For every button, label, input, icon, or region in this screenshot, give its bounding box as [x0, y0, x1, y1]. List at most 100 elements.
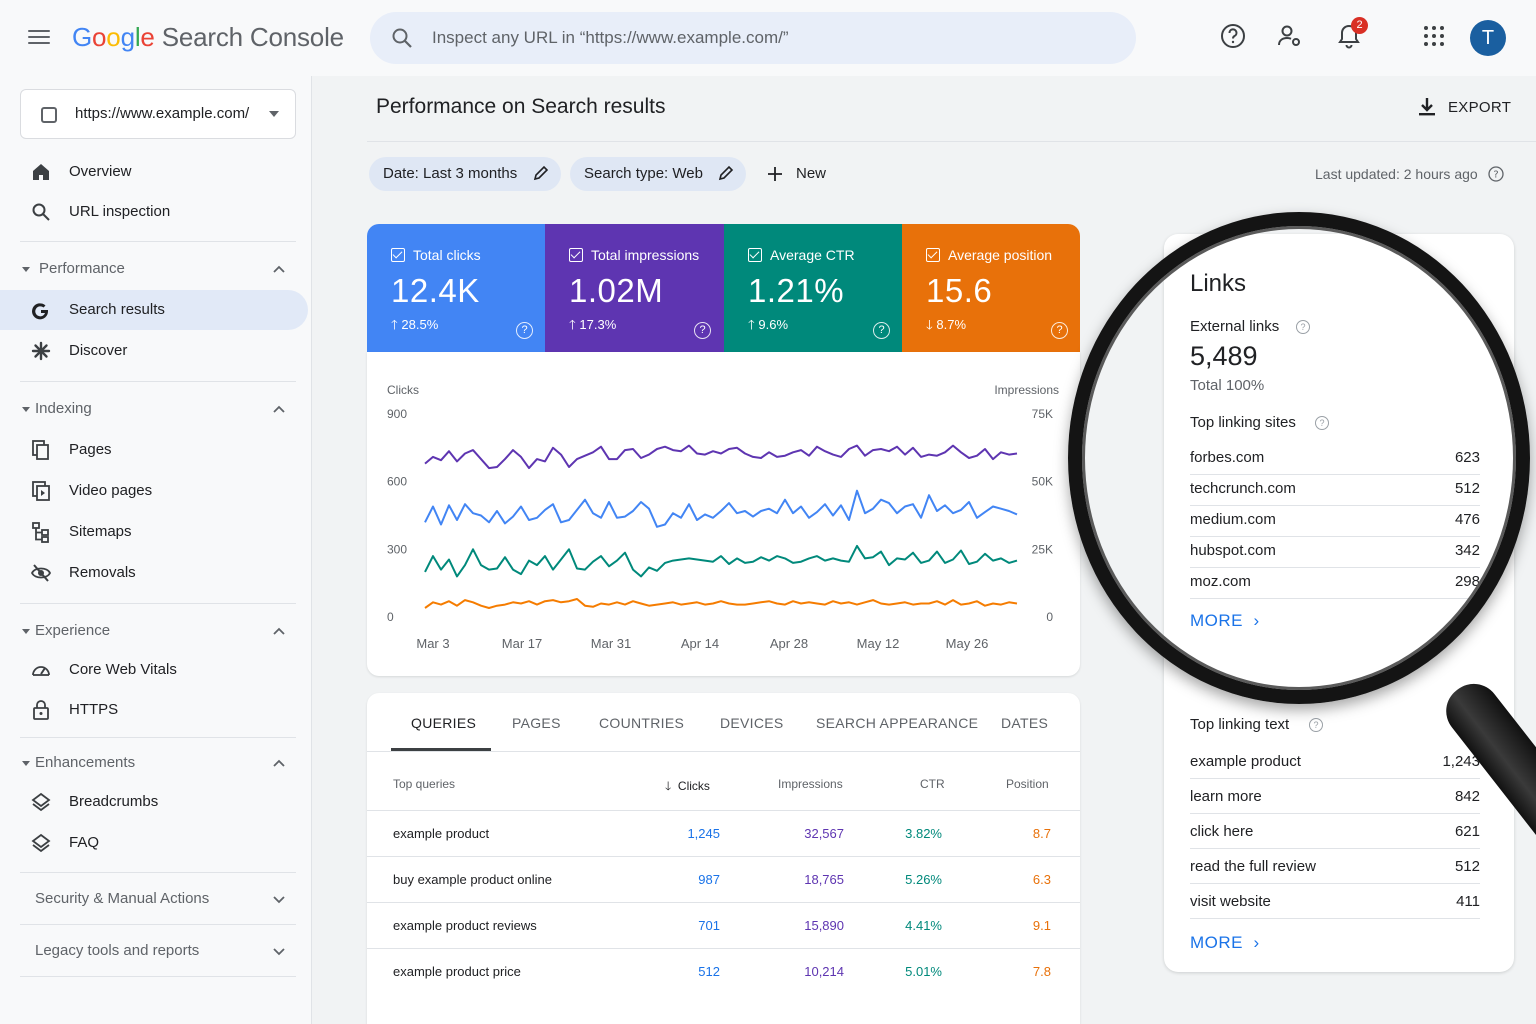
- table-row[interactable]: example product price 512 10,214 5.01% 7.8: [367, 948, 1080, 994]
- sidebar-section-enhancements[interactable]: Enhancements: [0, 745, 308, 781]
- app-name: Search Console: [161, 22, 344, 52]
- date-filter-chip[interactable]: Date: Last 3 months: [369, 157, 561, 191]
- table-row[interactable]: example product 1,245 32,567 3.82% 8.7: [367, 810, 1080, 856]
- sidebar-item-label: URL inspection: [69, 203, 171, 220]
- list-item[interactable]: example product 1,243: [1190, 748, 1480, 779]
- search-input[interactable]: [432, 12, 1112, 64]
- checkbox-icon[interactable]: [748, 248, 762, 262]
- position-cell: 8.7: [1032, 826, 1051, 841]
- column-header-position[interactable]: Position: [1006, 777, 1049, 791]
- arrow-up-icon: 🡑: [748, 317, 755, 332]
- checkbox-icon[interactable]: [569, 248, 583, 262]
- sidebar-item-label: Overview: [69, 163, 132, 180]
- y-axis-label: Clicks: [387, 383, 419, 397]
- help-icon[interactable]: ?: [1487, 166, 1504, 182]
- divider: [20, 603, 296, 604]
- sidebar-item-core-web-vitals[interactable]: Core Web Vitals: [0, 650, 308, 690]
- divider: [20, 924, 296, 925]
- checkbox-icon[interactable]: [926, 248, 940, 262]
- sidebar-item-removals[interactable]: Removals: [0, 553, 308, 593]
- metric-delta: 🡓 8.7%: [926, 316, 966, 338]
- checkbox-icon[interactable]: [391, 248, 405, 262]
- sidebar-item-label: Removals: [69, 564, 136, 581]
- sidebar-item-breadcrumbs[interactable]: Breadcrumbs: [0, 782, 308, 822]
- chevron-down-icon: [269, 111, 279, 117]
- help-icon[interactable]: [1219, 22, 1247, 50]
- tab-pages[interactable]: PAGES: [512, 715, 561, 731]
- avatar[interactable]: T: [1470, 20, 1506, 56]
- help-icon[interactable]: ?: [694, 322, 711, 339]
- help-icon[interactable]: ?: [873, 322, 890, 339]
- metric-title: Average CTR: [770, 247, 855, 263]
- list-item[interactable]: learn more 842: [1190, 783, 1480, 814]
- tab-devices[interactable]: DEVICES: [720, 715, 784, 731]
- list-item[interactable]: click here 621: [1190, 818, 1480, 849]
- sidebar-item-video-pages[interactable]: Video pages: [0, 471, 308, 511]
- new-label: New: [796, 165, 827, 182]
- table-row[interactable]: example product reviews 701 15,890 4.41% 9.1: [367, 902, 1080, 948]
- list-item[interactable]: visit website 411: [1190, 888, 1480, 919]
- menu-icon[interactable]: [28, 26, 52, 50]
- sidebar-section-legacy[interactable]: Legacy tools and reports: [0, 933, 308, 969]
- metric-average-ctr[interactable]: Average CTR 1.21% 🡑 9.6% ?: [724, 224, 903, 352]
- sidebar-item-sitemaps[interactable]: Sitemaps: [0, 512, 308, 552]
- sidebar-item-overview[interactable]: Overview: [0, 152, 308, 192]
- property-selector[interactable]: https://www.example.com/: [20, 89, 296, 139]
- metric-total-clicks[interactable]: Total clicks 12.4K 🡑 28.5% ?: [367, 224, 546, 352]
- top-bar: Google Search Console 2 T: [0, 0, 1536, 76]
- magnifier-ring: [1068, 212, 1530, 704]
- sidebar-item-search-results[interactable]: Search results: [0, 290, 308, 330]
- item-value: 1,243: [1442, 753, 1480, 770]
- app-logo[interactable]: Google Search Console: [72, 22, 344, 53]
- column-header-impressions[interactable]: Impressions: [778, 777, 843, 791]
- top-linking-text-label: Top linking text: [1190, 716, 1290, 733]
- tab-queries[interactable]: QUERIES: [411, 715, 477, 731]
- tab-search-appearance[interactable]: SEARCH APPEARANCE: [816, 715, 979, 731]
- sidebar-section-performance[interactable]: Performance: [0, 251, 308, 287]
- sidebar-section-security[interactable]: Security & Manual Actions: [0, 881, 308, 917]
- chip-label: Search type: Web: [584, 165, 703, 182]
- metric-delta: 🡑 9.6%: [748, 316, 788, 338]
- column-header-clicks[interactable]: 🡓 Clicks: [665, 777, 710, 798]
- help-icon[interactable]: ?: [1051, 322, 1068, 339]
- sidebar-item-https[interactable]: HTTPS: [0, 690, 308, 730]
- property-url: https://www.example.com/: [75, 105, 250, 122]
- metric-value: 1.02M: [569, 272, 664, 309]
- caret-icon: [22, 407, 30, 412]
- metric-average-position[interactable]: Average position 15.6 🡓 8.7% ?: [902, 224, 1080, 352]
- divider: [20, 381, 296, 382]
- column-header-query[interactable]: Top queries: [393, 777, 456, 791]
- tab-dates[interactable]: DATES: [1001, 715, 1049, 731]
- apps-grid-icon[interactable]: [1420, 22, 1448, 50]
- list-item[interactable]: read the full review 512: [1190, 853, 1480, 884]
- chevron-up-icon: [273, 627, 285, 635]
- search-icon: [32, 203, 50, 221]
- search-type-chip[interactable]: Search type: Web: [570, 157, 746, 191]
- user-settings-icon[interactable]: [1276, 22, 1304, 50]
- delta-value: 17.3%: [579, 317, 617, 332]
- column-header-ctr[interactable]: CTR: [920, 777, 945, 791]
- delta-value: 9.6%: [758, 317, 789, 332]
- caret-icon: [22, 267, 30, 272]
- x-tick-label: Mar 31: [591, 636, 631, 651]
- sidebar-item-url-inspection[interactable]: URL inspection: [0, 192, 308, 232]
- sidebar-item-discover[interactable]: Discover: [0, 331, 308, 371]
- y2-tick-label: 25K: [1032, 542, 1053, 556]
- delta-value: 8.7%: [936, 317, 967, 332]
- help-icon[interactable]: ?: [516, 322, 533, 339]
- more-texts-link[interactable]: MORE ›: [1190, 933, 1260, 953]
- sidebar-item-pages[interactable]: Pages: [0, 430, 308, 470]
- sidebar-section-experience[interactable]: Experience: [0, 613, 308, 649]
- metric-title: Average position: [948, 247, 1053, 263]
- y2-tick-label: 75K: [1032, 407, 1053, 421]
- sidebar-item-faq[interactable]: FAQ: [0, 823, 308, 863]
- table-row[interactable]: buy example product online 987 18,765 5.26%…: [367, 856, 1080, 902]
- tab-countries[interactable]: COUNTRIES: [599, 715, 685, 731]
- help-icon[interactable]: ?: [1309, 718, 1323, 732]
- sidebar-section-indexing[interactable]: Indexing: [0, 391, 308, 427]
- metric-total-impressions[interactable]: Total impressions 1.02M 🡑 17.3% ?: [545, 224, 724, 352]
- sidebar-item-label: Pages: [69, 441, 112, 458]
- impressions-cell: 32,567: [804, 826, 844, 841]
- search-icon[interactable]: [390, 26, 414, 50]
- metric-tiles: Total clicks 12.4K 🡑 28.5% ? Total impre…: [367, 224, 1080, 352]
